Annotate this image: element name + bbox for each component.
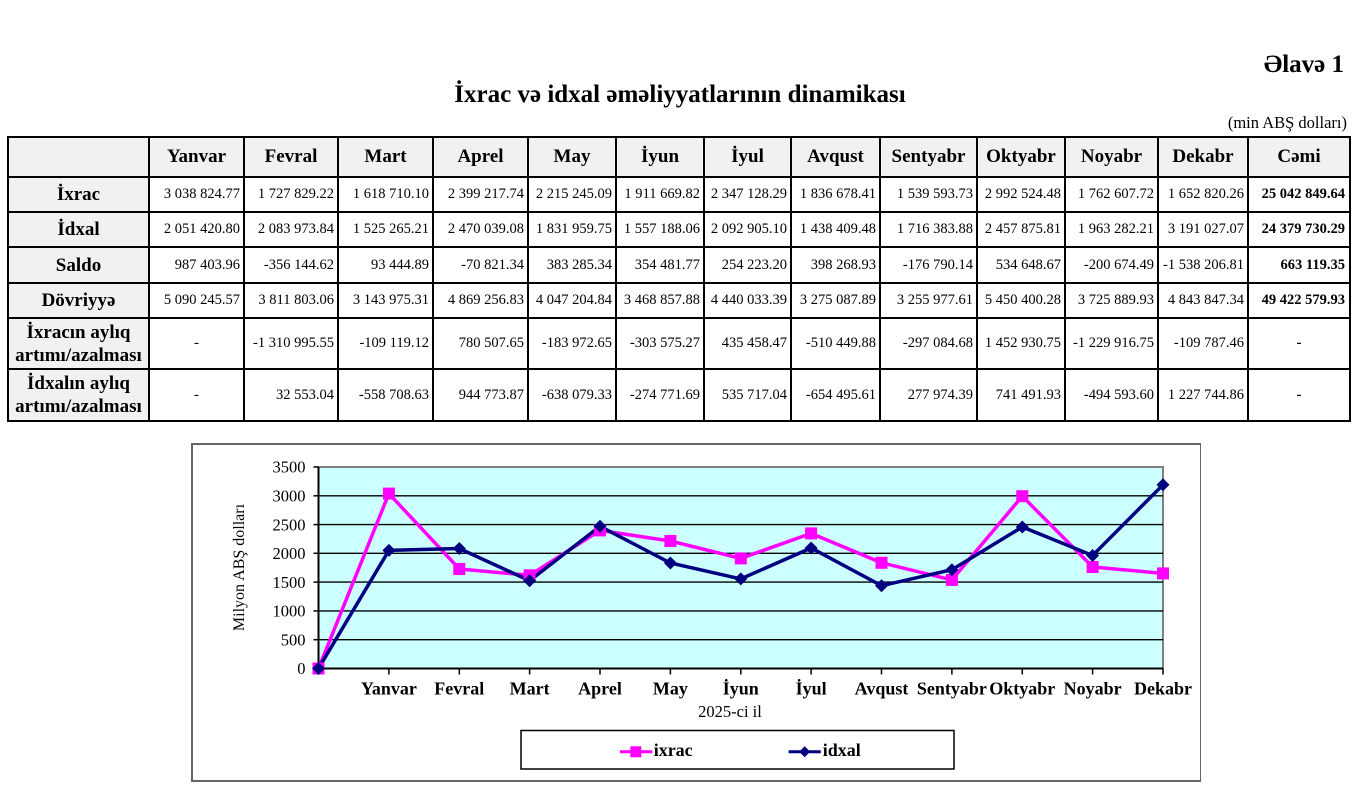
svg-text:Aprel: Aprel [578, 679, 622, 699]
svg-text:Dekabr: Dekabr [1134, 679, 1192, 699]
svg-text:2000: 2000 [273, 544, 306, 563]
svg-text:3000: 3000 [273, 487, 306, 506]
svg-text:May: May [653, 679, 688, 699]
svg-text:Noyabr: Noyabr [1064, 679, 1122, 699]
svg-text:Sentyabr: Sentyabr [917, 679, 987, 699]
svg-text:Oktyabr: Oktyabr [989, 679, 1055, 699]
svg-text:1500: 1500 [273, 573, 306, 592]
svg-text:İyul: İyul [796, 679, 827, 699]
svg-text:1000: 1000 [273, 602, 306, 621]
svg-text:Avqust: Avqust [855, 679, 909, 699]
svg-text:İyun: İyun [723, 679, 759, 699]
svg-text:500: 500 [281, 630, 306, 649]
svg-text:ixrac: ixrac [654, 740, 693, 760]
svg-text:2500: 2500 [273, 515, 306, 534]
svg-text:0: 0 [297, 659, 305, 678]
svg-text:3500: 3500 [273, 458, 306, 477]
svg-text:Fevral: Fevral [434, 679, 484, 699]
svg-text:Mart: Mart [510, 679, 550, 699]
svg-text:Milyon ABŞ dolları: Milyon ABŞ dolları [231, 503, 248, 631]
svg-text:2025-ci il: 2025-ci il [698, 702, 762, 721]
svg-text:Yanvar: Yanvar [361, 679, 417, 699]
svg-text:idxal: idxal [823, 740, 861, 760]
